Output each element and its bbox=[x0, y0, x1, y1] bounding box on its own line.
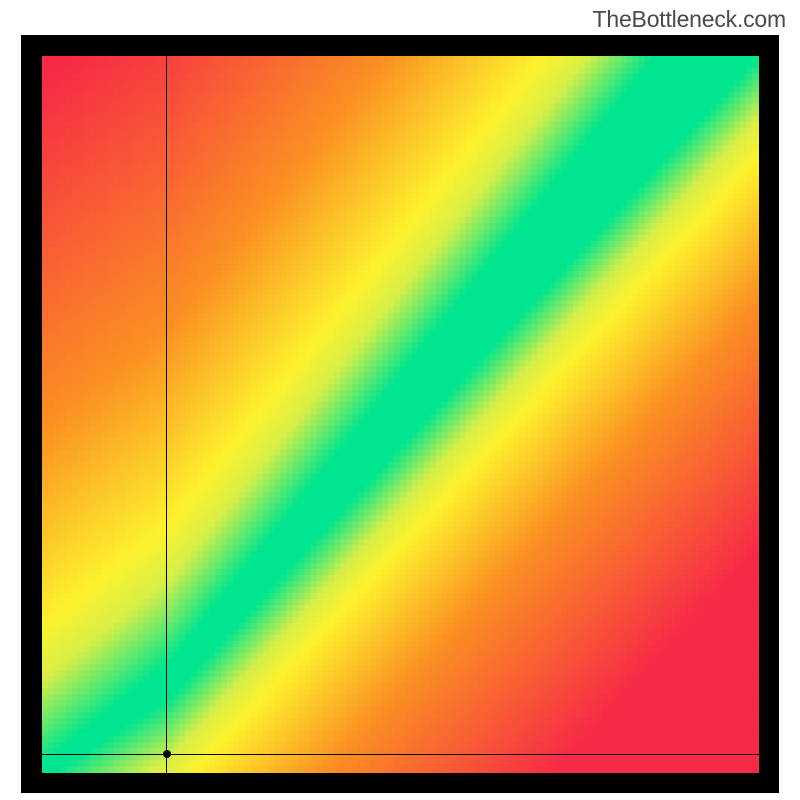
watermark-text: TheBottleneck.com bbox=[593, 6, 786, 33]
heatmap-canvas bbox=[21, 35, 779, 793]
chart-container: TheBottleneck.com bbox=[0, 0, 800, 800]
crosshair-vertical bbox=[166, 35, 167, 793]
crosshair-horizontal bbox=[21, 754, 779, 755]
crosshair-point bbox=[163, 750, 171, 758]
